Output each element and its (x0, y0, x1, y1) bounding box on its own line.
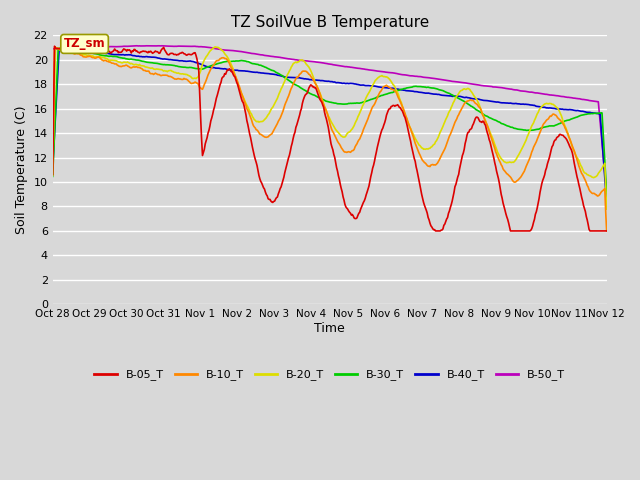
Y-axis label: Soil Temperature (C): Soil Temperature (C) (15, 106, 28, 234)
X-axis label: Time: Time (314, 322, 345, 335)
Title: TZ SoilVue B Temperature: TZ SoilVue B Temperature (230, 15, 429, 30)
Text: TZ_sm: TZ_sm (64, 37, 106, 50)
Legend: B-05_T, B-10_T, B-20_T, B-30_T, B-40_T, B-50_T: B-05_T, B-10_T, B-20_T, B-30_T, B-40_T, … (90, 365, 570, 385)
